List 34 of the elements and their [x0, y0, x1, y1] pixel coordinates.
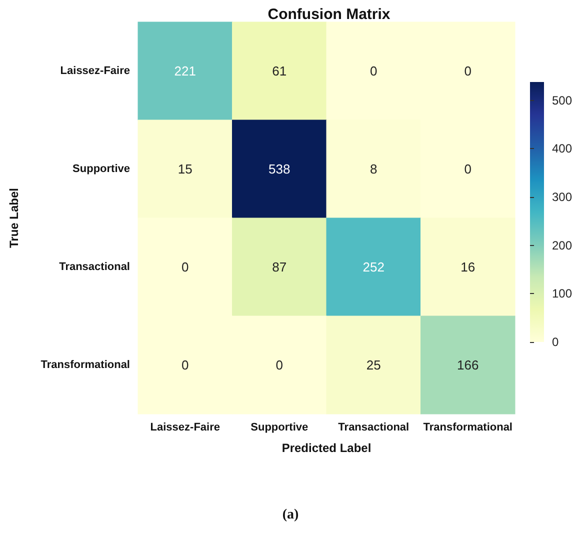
y-tick-label: Transformational — [40, 359, 130, 371]
x-tick-label: Supportive — [250, 422, 308, 434]
data-label: 61 — [272, 64, 287, 78]
x-tick-label: Laissez-Faire — [150, 422, 220, 434]
data-label: 0 — [464, 162, 472, 176]
y-tick-label: Supportive — [72, 163, 130, 175]
data-label: 0 — [276, 358, 283, 372]
color-bar-label: 200 — [552, 238, 572, 252]
chart-title: Confusion Matrix — [268, 6, 391, 23]
x-tick-label: Transactional — [338, 422, 410, 434]
data-label: 25 — [366, 358, 381, 372]
y-tick-label: Transactional — [59, 261, 130, 273]
data-label: 0 — [182, 358, 189, 372]
data-label: 8 — [370, 162, 378, 176]
data-label: 538 — [268, 162, 290, 176]
data-label: 0 — [464, 64, 472, 78]
color-bar-label: 400 — [552, 142, 572, 156]
data-label: 221 — [174, 64, 196, 78]
x-tick-label: Transformational — [423, 422, 512, 434]
data-label: 252 — [362, 260, 384, 274]
y-tick-label: Laissez-Faire — [60, 65, 130, 77]
color-bar-label: 100 — [552, 286, 572, 301]
color-bar-label: 0 — [552, 335, 559, 349]
y-axis-title: True Label — [7, 188, 21, 248]
text: (a) — [282, 508, 299, 522]
data-label: 87 — [272, 260, 287, 274]
data-label: 0 — [370, 64, 378, 78]
data-label: 0 — [182, 260, 189, 274]
data-label: 15 — [178, 162, 192, 176]
color-bar-label: 300 — [552, 190, 572, 204]
x-axis-title: Predicted Label — [282, 441, 372, 455]
data-label: 166 — [457, 358, 479, 372]
data-label: 16 — [460, 260, 476, 274]
color-bar-label: 500 — [552, 93, 572, 108]
